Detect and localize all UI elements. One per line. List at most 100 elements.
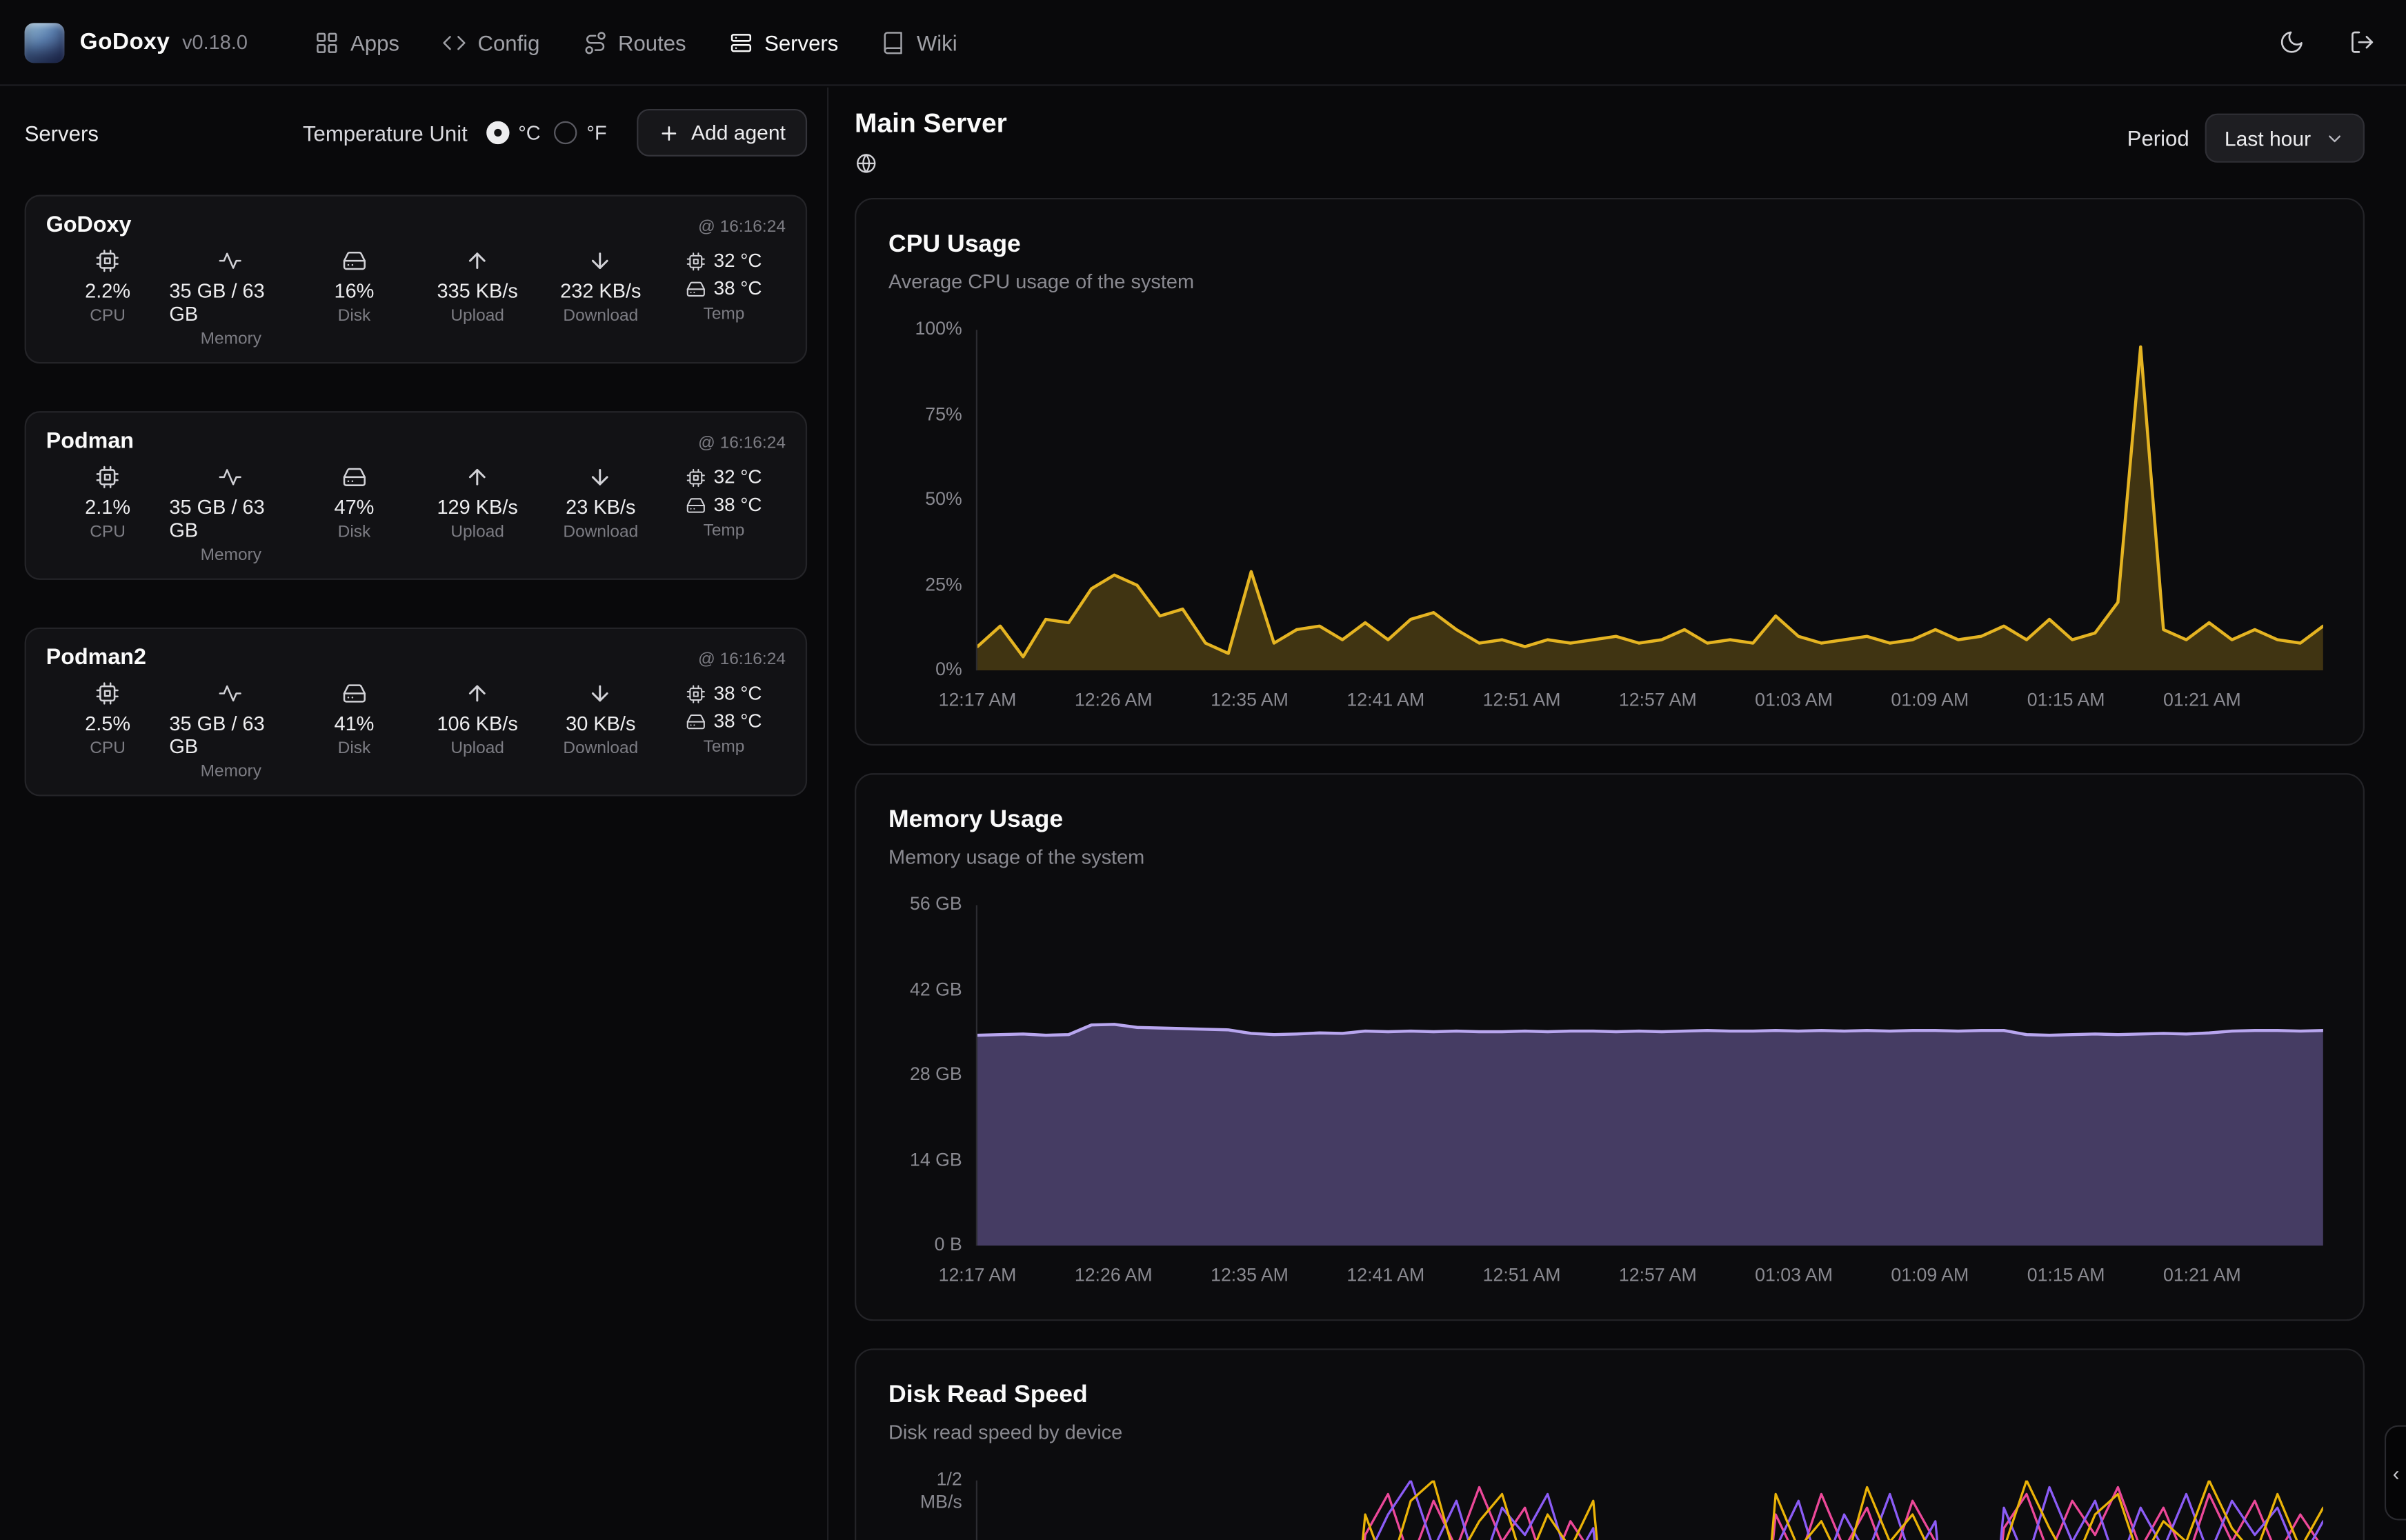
disk-read-speed-card: Disk Read Speed Disk read speed by devic… — [855, 1348, 2365, 1540]
server-name: Podman2 — [46, 646, 146, 671]
theme-toggle-button[interactable] — [2274, 26, 2308, 59]
upload-label: Upload — [450, 523, 504, 542]
period-label: Period — [2127, 126, 2189, 151]
nav-item-wiki[interactable]: Wiki — [882, 30, 957, 54]
stat-temp: 32 °C 38 °C Temp — [662, 465, 786, 565]
disk-value: 16% — [334, 279, 375, 303]
card-header: Podman @ 16:16:24 — [46, 430, 786, 454]
disk-temp-row: 38 °C — [686, 276, 762, 301]
download-label: Download — [563, 306, 639, 326]
cpu-temp-icon — [686, 683, 706, 703]
stat-download: 30 KB/s Download — [539, 681, 662, 781]
stat-download: 232 KB/s Download — [539, 248, 662, 348]
nav-label: Config — [477, 30, 540, 54]
cpu-temp-value: 38 °C — [713, 682, 762, 705]
memory-usage-card: Memory Usage Memory usage of the system … — [855, 773, 2365, 1321]
logout-icon — [2349, 29, 2375, 55]
hard-drive-icon — [342, 248, 367, 273]
disk-read-speed-chart: 1/2 MB/s — [888, 1468, 2323, 1540]
nav-label: Apps — [350, 30, 400, 54]
cpu-temp-row: 32 °C — [686, 248, 762, 273]
brand-name: GoDoxy — [79, 29, 170, 56]
disk-value: 47% — [334, 495, 375, 519]
fahrenheit-label: °F — [586, 121, 607, 145]
nav-label: Servers — [764, 30, 839, 54]
chart-subtitle: Disk read speed by device — [888, 1420, 1123, 1444]
servers-sidebar: Servers Temperature Unit °C °F Add agent — [0, 87, 829, 1540]
period-controls: Period Last hour — [2127, 113, 2365, 163]
chart-title: Disk Read Speed — [888, 1382, 1088, 1409]
nav-item-routes[interactable]: Routes — [583, 30, 686, 54]
y-axis-labels: 1/2 MB/s — [919, 1468, 962, 1513]
stat-cpu: 2.1% CPU — [46, 465, 170, 565]
main-nav: Apps Config Routes Servers Wiki — [315, 30, 957, 54]
add-agent-label: Add agent — [690, 121, 786, 145]
download-arrow-icon — [588, 465, 613, 490]
server-card-podman2[interactable]: Podman2 @ 16:16:24 2.5% CPU 35 GB / 63 G… — [24, 627, 808, 797]
temp-label: Temp — [703, 521, 745, 541]
radio-fahrenheit — [554, 121, 578, 145]
download-arrow-icon — [588, 681, 613, 706]
server-card-godoxy[interactable]: GoDoxy @ 16:16:24 2.2% CPU 35 GB / 63 GB… — [24, 194, 808, 364]
disk-label: Disk — [337, 306, 371, 326]
upload-arrow-icon — [465, 681, 490, 706]
upload-arrow-icon — [465, 248, 490, 273]
chevron-left-icon: ‹ — [2392, 1461, 2400, 1485]
server-stats: 2.1% CPU 35 GB / 63 GB Memory 47% Disk — [46, 465, 786, 565]
activity-icon — [219, 465, 243, 490]
cpu-value: 2.5% — [85, 712, 131, 735]
card-header: Podman2 @ 16:16:24 — [46, 646, 786, 671]
download-arrow-icon — [588, 248, 613, 273]
cpu-icon — [95, 681, 120, 706]
stat-cpu: 2.2% CPU — [46, 248, 170, 348]
chart-plot — [975, 905, 2323, 1246]
sidebar-title: Servers — [24, 120, 99, 146]
top-navbar: GoDoxy v0.18.0 Apps Config Routes Server… — [0, 0, 2406, 86]
upload-value: 335 KB/s — [437, 279, 518, 303]
server-card-podman[interactable]: Podman @ 16:16:24 2.1% CPU 35 GB / 63 GB… — [24, 411, 808, 580]
server-detail-panel: Main Server Period Last hour CPU Usage A… — [830, 88, 2406, 1540]
disk-value: 41% — [334, 712, 375, 735]
hard-drive-icon — [342, 681, 367, 706]
stat-temp: 38 °C 38 °C Temp — [662, 681, 786, 781]
stat-memory: 35 GB / 63 GB Memory — [169, 465, 292, 565]
panel-collapse-handle[interactable]: ‹ — [2384, 1425, 2406, 1521]
disk-temp-value: 38 °C — [713, 494, 762, 516]
temp-unit-celsius-radio[interactable]: °C — [486, 121, 541, 145]
period-value: Last hour — [2224, 126, 2311, 150]
cpu-temp-row: 38 °C — [686, 681, 762, 706]
disk-temp-row: 38 °C — [686, 709, 762, 734]
chart-subtitle: Average CPU usage of the system — [888, 270, 1195, 293]
cpu-icon — [95, 248, 120, 273]
chart-title: Memory Usage — [888, 807, 1064, 833]
cpu-usage-chart: 100% 75% 50% 25% 0% 12:17 AM 12:26 AM 12:35 AM… — [888, 317, 2323, 717]
logout-button[interactable] — [2345, 26, 2378, 59]
server-icon — [729, 30, 754, 54]
celsius-label: °C — [518, 121, 541, 145]
nav-item-servers[interactable]: Servers — [729, 30, 838, 54]
download-label: Download — [563, 523, 639, 542]
card-header: GoDoxy @ 16:16:24 — [46, 213, 786, 238]
upload-value: 129 KB/s — [437, 495, 518, 519]
chart-plot — [975, 330, 2323, 671]
download-value: 232 KB/s — [560, 279, 642, 303]
temperature-unit-group: Temperature Unit °C °F Add agent — [303, 108, 808, 157]
cpu-temp-row: 32 °C — [686, 465, 762, 490]
add-agent-button[interactable]: Add agent — [637, 108, 808, 157]
cpu-icon — [95, 465, 120, 490]
memory-label: Memory — [200, 762, 261, 781]
disk-temp-value: 38 °C — [713, 277, 762, 299]
x-axis-labels: 12:17 AM 12:26 AM 12:35 AM 12:41 AM 12:51 AM… — [938, 688, 2241, 710]
stat-upload: 129 KB/s Upload — [416, 465, 539, 565]
globe-icon[interactable] — [855, 152, 877, 174]
server-last-update: @ 16:16:24 — [698, 650, 786, 669]
plus-icon — [659, 122, 680, 143]
cpu-temp-icon — [686, 251, 706, 271]
nav-item-config[interactable]: Config — [442, 30, 540, 54]
nav-item-apps[interactable]: Apps — [315, 30, 399, 54]
chart-plot — [975, 1480, 2323, 1540]
download-label: Download — [563, 739, 639, 758]
stat-disk: 47% Disk — [292, 465, 416, 565]
period-select[interactable]: Last hour — [2204, 113, 2365, 163]
temp-unit-fahrenheit-radio[interactable]: °F — [554, 121, 607, 145]
